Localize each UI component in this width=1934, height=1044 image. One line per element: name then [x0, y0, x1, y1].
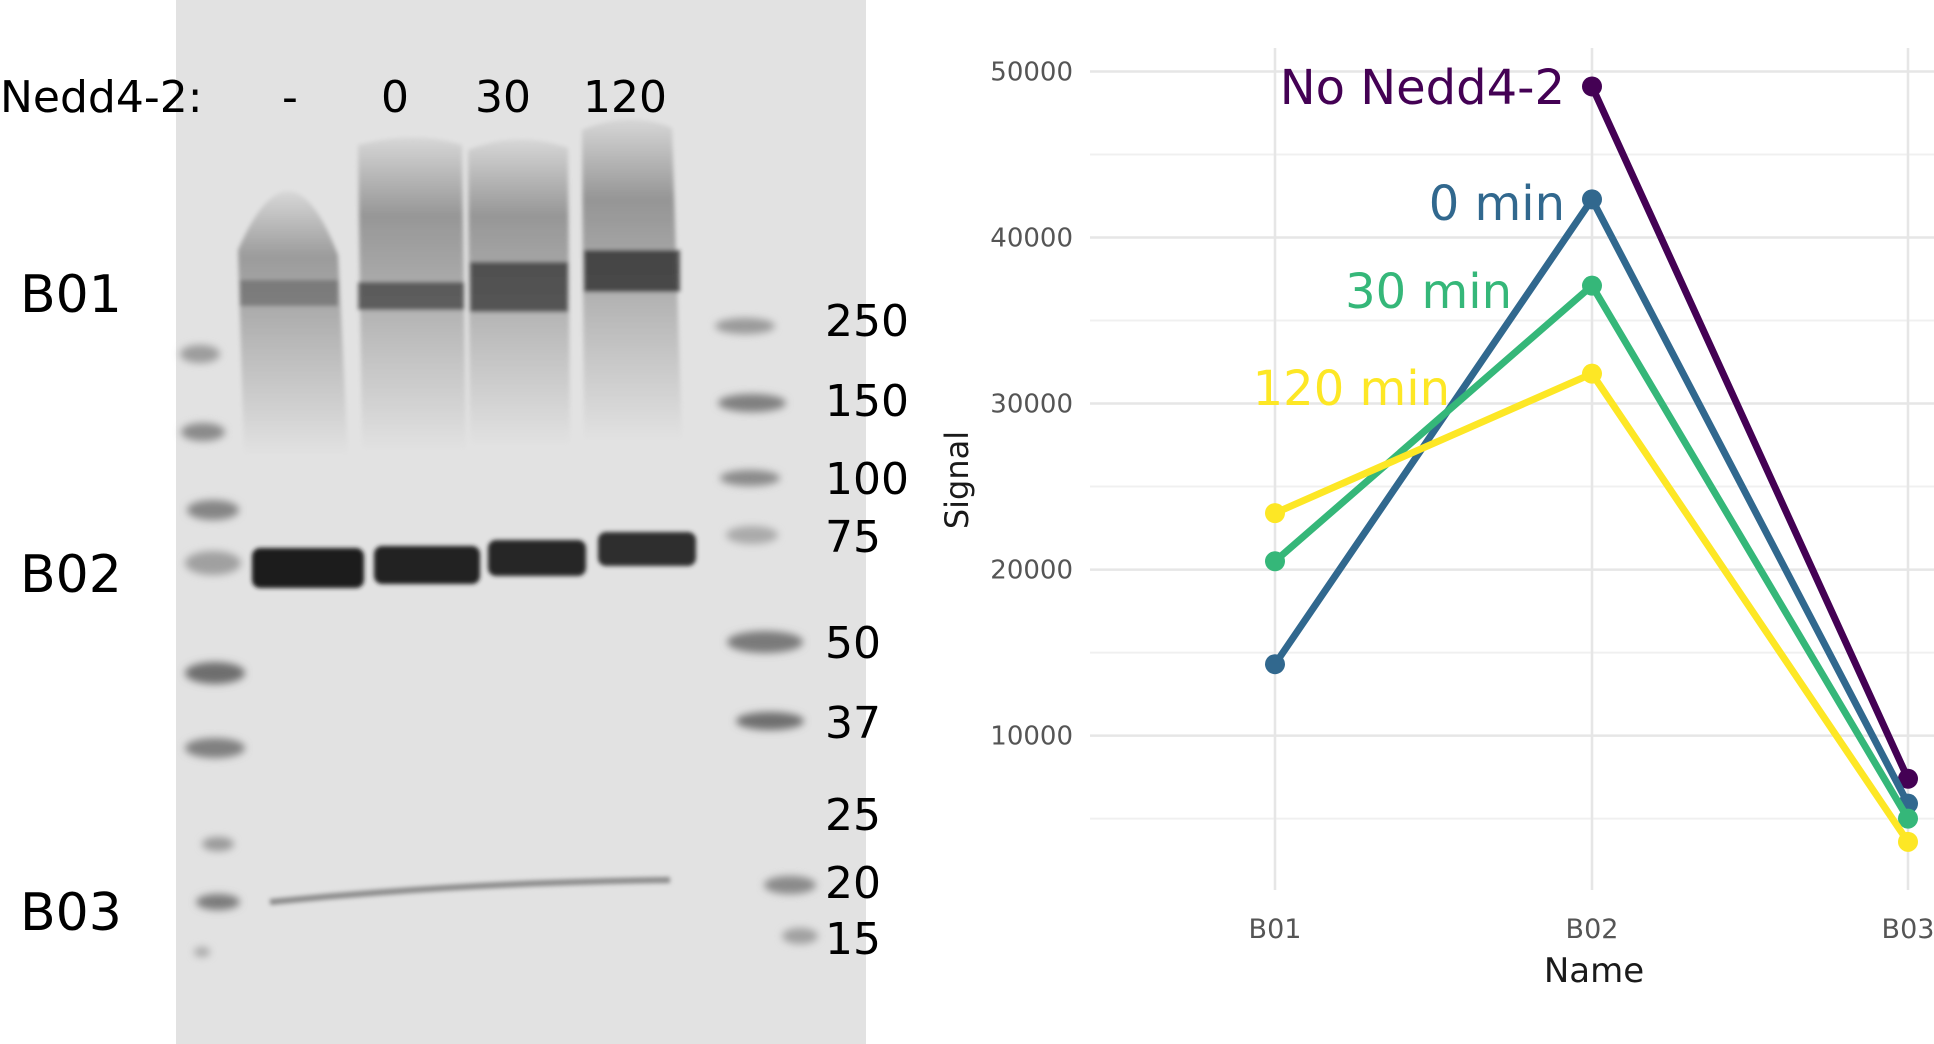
data-point	[1582, 275, 1602, 296]
ladder-label-250: 250	[825, 296, 909, 347]
ladder-label-75: 75	[825, 512, 881, 563]
x-tick-label: B02	[1566, 914, 1619, 945]
x-tick-labels: B01 B02 B03	[1249, 914, 1934, 945]
blot-b02-band	[252, 532, 696, 588]
data-point	[1265, 503, 1285, 524]
series-label: 0 min	[1429, 176, 1565, 232]
blot-smears	[238, 119, 682, 455]
data-point	[1898, 831, 1918, 852]
lane-label-120: 120	[583, 72, 667, 123]
ladder-label-25: 25	[825, 790, 881, 841]
data-point	[1265, 551, 1285, 572]
x-tick-label: B01	[1249, 914, 1302, 945]
data-point	[1265, 654, 1285, 675]
y-tick-label: 20000	[990, 556, 1073, 586]
lane-label-minus: -	[282, 72, 298, 123]
series-labels: No Nedd4-2 0 min 30 min 120 min	[1253, 60, 1565, 417]
series-label: No Nedd4-2	[1280, 60, 1565, 116]
y-tick-labels: 10000 20000 30000 40000 50000	[990, 58, 1073, 752]
western-blot-panel: Nedd4-2: - 0 30 120 B01 B02 B03 250 150 …	[0, 0, 909, 1044]
ladder-label-100: 100	[825, 454, 909, 505]
series-label: 120 min	[1253, 361, 1450, 417]
data-point	[1582, 76, 1602, 97]
row-label-b01: B01	[20, 265, 122, 325]
ladder-labels: 250 150 100 75 50 37 25 20 15	[825, 296, 909, 965]
x-axis-label: Name	[1544, 951, 1644, 991]
row-label-b03: B03	[20, 883, 122, 943]
y-tick-label: 10000	[990, 722, 1073, 752]
data-point	[1582, 189, 1602, 210]
grid-layer	[1090, 48, 1934, 890]
data-point	[1898, 768, 1918, 789]
nedd-label: Nedd4-2:	[0, 72, 203, 123]
lane-label-0: 0	[381, 72, 409, 123]
ladder-label-37: 37	[825, 698, 881, 749]
x-tick-label: B03	[1882, 914, 1934, 945]
y-axis-label: Signal	[938, 431, 976, 529]
series-label: 30 min	[1345, 264, 1512, 320]
line-chart: 10000 20000 30000 40000 50000 B01 B02 B03 No N…	[938, 48, 1934, 991]
lane-label-30: 30	[475, 72, 531, 123]
y-tick-label: 40000	[990, 224, 1073, 254]
series-layer	[1265, 76, 1918, 852]
ladder-label-20: 20	[825, 858, 881, 909]
data-point	[1898, 808, 1918, 829]
blot-b03-band	[269, 877, 671, 905]
y-tick-label: 30000	[990, 390, 1073, 420]
ladder-label-50: 50	[825, 618, 881, 669]
series-line	[1588, 82, 1912, 783]
data-point	[1582, 363, 1602, 384]
ladder-label-15: 15	[825, 914, 881, 965]
ladder-label-150: 150	[825, 376, 909, 427]
y-tick-label: 50000	[990, 58, 1073, 88]
row-label-b02: B02	[20, 545, 122, 605]
blot-ladders	[180, 318, 818, 957]
